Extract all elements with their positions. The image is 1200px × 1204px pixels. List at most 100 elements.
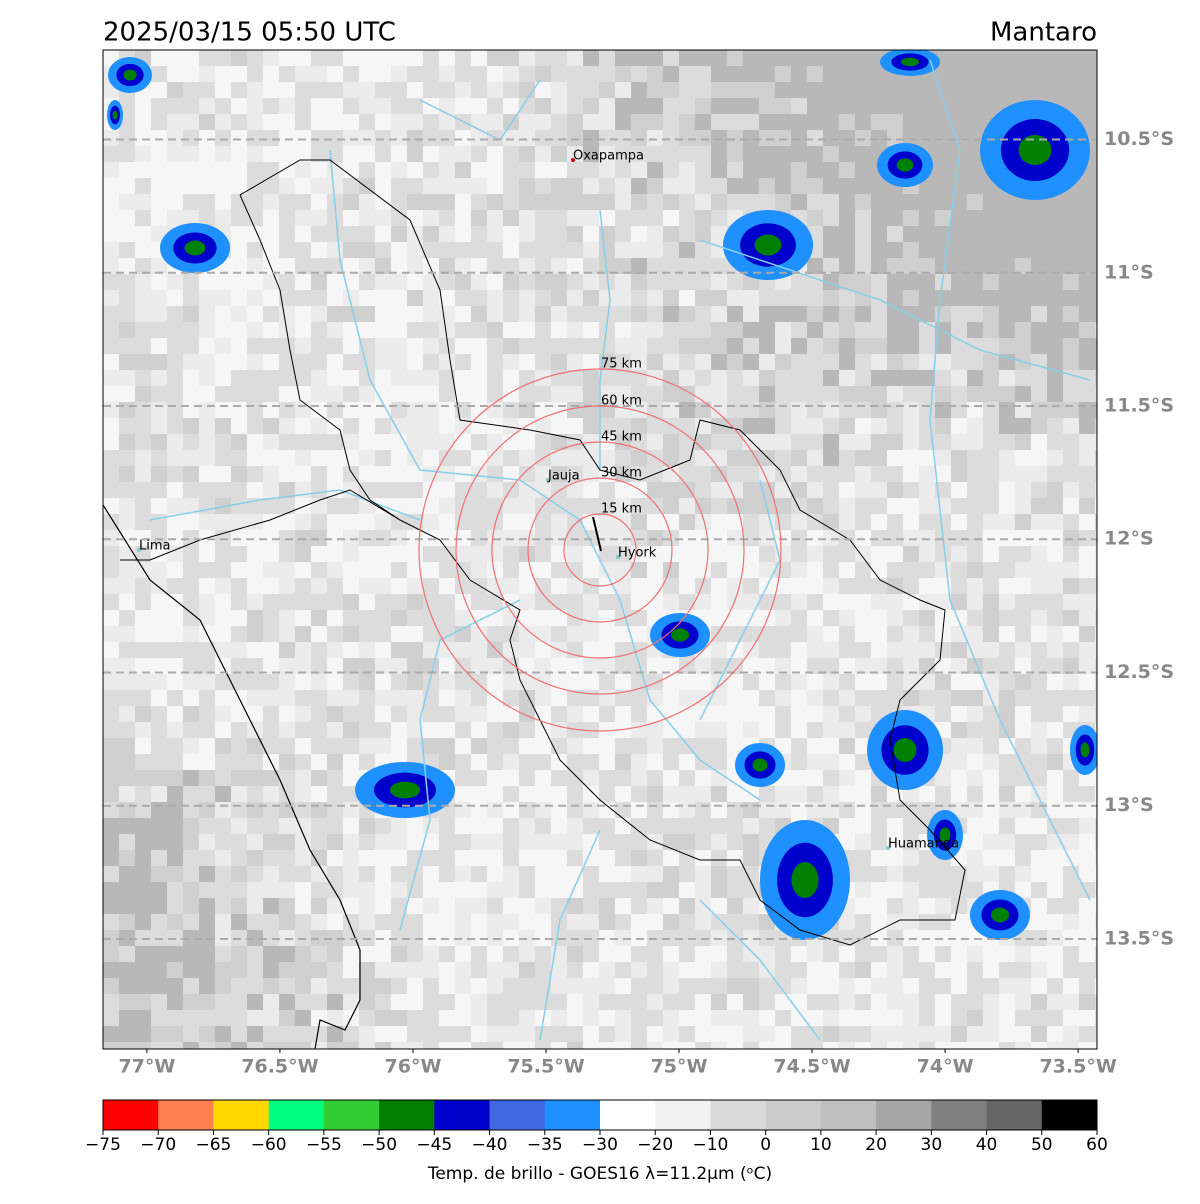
image-pixel xyxy=(999,338,1015,354)
image-pixel xyxy=(199,322,215,338)
image-pixel xyxy=(375,242,391,258)
image-pixel xyxy=(919,658,935,674)
image-pixel xyxy=(487,194,503,210)
image-pixel xyxy=(967,98,983,114)
image-pixel xyxy=(1031,418,1047,434)
image-pixel xyxy=(935,210,951,226)
image-pixel xyxy=(951,162,967,178)
image-pixel xyxy=(119,994,135,1010)
image-pixel xyxy=(359,562,375,578)
image-pixel xyxy=(327,594,343,610)
image-pixel xyxy=(535,882,551,898)
image-pixel xyxy=(183,898,199,914)
image-pixel xyxy=(631,98,647,114)
image-pixel xyxy=(663,178,679,194)
image-pixel xyxy=(279,82,295,98)
image-pixel xyxy=(903,98,919,114)
image-pixel xyxy=(375,898,391,914)
image-pixel xyxy=(263,850,279,866)
image-pixel xyxy=(759,450,775,466)
image-pixel xyxy=(823,82,839,98)
image-pixel xyxy=(615,50,631,66)
image-pixel xyxy=(215,130,231,146)
image-pixel xyxy=(423,338,439,354)
image-pixel xyxy=(567,898,583,914)
image-pixel xyxy=(1063,914,1079,930)
image-pixel xyxy=(391,1010,407,1026)
cloud xyxy=(901,57,919,67)
image-pixel xyxy=(647,658,663,674)
image-pixel xyxy=(823,514,839,530)
image-pixel xyxy=(519,306,535,322)
image-pixel xyxy=(663,866,679,882)
image-pixel xyxy=(1031,578,1047,594)
image-pixel xyxy=(535,722,551,738)
image-pixel xyxy=(199,818,215,834)
image-pixel xyxy=(439,498,455,514)
image-pixel xyxy=(1095,866,1097,882)
image-pixel xyxy=(439,322,455,338)
image-pixel xyxy=(567,1042,583,1049)
image-pixel xyxy=(759,818,775,834)
image-pixel xyxy=(407,258,423,274)
image-pixel xyxy=(359,82,375,98)
image-pixel xyxy=(295,642,311,658)
image-pixel xyxy=(983,482,999,498)
image-pixel xyxy=(407,290,423,306)
image-pixel xyxy=(839,466,855,482)
image-pixel xyxy=(263,242,279,258)
image-pixel xyxy=(855,818,871,834)
image-pixel xyxy=(1063,530,1079,546)
image-pixel xyxy=(951,770,967,786)
image-pixel xyxy=(503,82,519,98)
image-pixel xyxy=(439,562,455,578)
image-pixel xyxy=(439,50,455,66)
image-pixel xyxy=(807,98,823,114)
image-pixel xyxy=(695,994,711,1010)
image-pixel xyxy=(871,498,887,514)
image-pixel xyxy=(231,658,247,674)
image-pixel xyxy=(519,898,535,914)
image-pixel xyxy=(199,1042,215,1049)
image-pixel xyxy=(423,370,439,386)
image-pixel xyxy=(1031,226,1047,242)
image-pixel xyxy=(823,226,839,242)
image-pixel xyxy=(135,242,151,258)
image-pixel xyxy=(839,354,855,370)
image-pixel xyxy=(311,338,327,354)
image-pixel xyxy=(1079,546,1095,562)
image-pixel xyxy=(311,306,327,322)
image-pixel xyxy=(503,978,519,994)
image-pixel xyxy=(423,594,439,610)
image-pixel xyxy=(1095,786,1097,802)
image-pixel xyxy=(279,962,295,978)
image-pixel xyxy=(855,290,871,306)
image-pixel xyxy=(615,754,631,770)
image-pixel xyxy=(775,290,791,306)
image-pixel xyxy=(759,386,775,402)
image-pixel xyxy=(599,642,615,658)
image-pixel xyxy=(279,162,295,178)
image-pixel xyxy=(903,802,919,818)
image-pixel xyxy=(311,258,327,274)
image-pixel xyxy=(103,322,119,338)
image-pixel xyxy=(807,706,823,722)
image-pixel xyxy=(119,450,135,466)
image-pixel xyxy=(1095,850,1097,866)
image-pixel xyxy=(583,882,599,898)
image-pixel xyxy=(999,482,1015,498)
image-pixel xyxy=(727,818,743,834)
image-pixel xyxy=(423,402,439,418)
image-pixel xyxy=(999,978,1015,994)
image-pixel xyxy=(999,690,1015,706)
image-pixel xyxy=(887,626,903,642)
image-pixel xyxy=(935,482,951,498)
city-label: Jauja xyxy=(547,469,580,484)
image-pixel xyxy=(999,866,1015,882)
image-pixel xyxy=(791,978,807,994)
image-pixel xyxy=(199,962,215,978)
image-pixel xyxy=(103,146,119,162)
image-pixel xyxy=(487,370,503,386)
image-pixel xyxy=(167,290,183,306)
image-pixel xyxy=(599,450,615,466)
